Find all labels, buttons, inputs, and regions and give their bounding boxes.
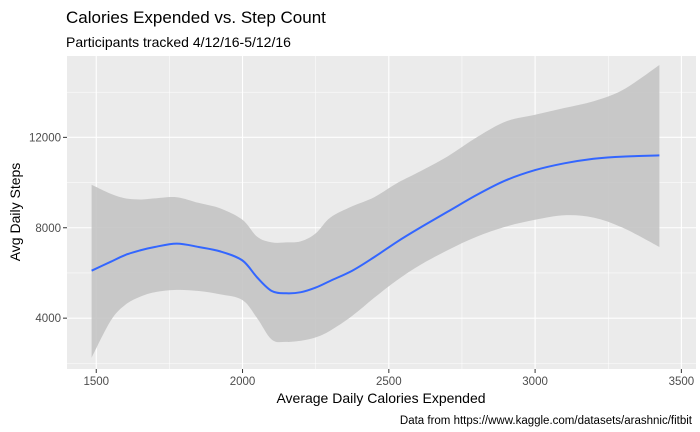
- y-tick-label: 4000: [35, 313, 61, 325]
- y-axis-title: Avg Daily Steps: [7, 163, 23, 262]
- x-tick-label: 1500: [83, 376, 109, 388]
- confidence-ribbon: [91, 65, 660, 358]
- chart-title: Calories Expended vs. Step Count: [66, 8, 326, 27]
- x-tick-label: 3500: [669, 376, 695, 388]
- y-tick-label: 8000: [35, 223, 61, 235]
- smooth-trend-line: [91, 154, 660, 295]
- y-axis: 4000 8000 12000: [29, 132, 67, 325]
- x-tick-label: 2000: [230, 376, 256, 388]
- x-axis-title: Average Daily Calories Expended: [276, 390, 485, 406]
- chart-subtitle: Participants tracked 4/12/16-5/12/16: [66, 34, 291, 50]
- x-axis: 1500 2000 2500 3000 3500: [83, 369, 694, 388]
- x-tick-label: 3000: [522, 376, 548, 388]
- y-tick-label: 12000: [29, 132, 61, 144]
- source-caption: Data from https://www.kaggle.com/dataset…: [400, 415, 693, 427]
- x-tick-label: 2500: [376, 376, 402, 388]
